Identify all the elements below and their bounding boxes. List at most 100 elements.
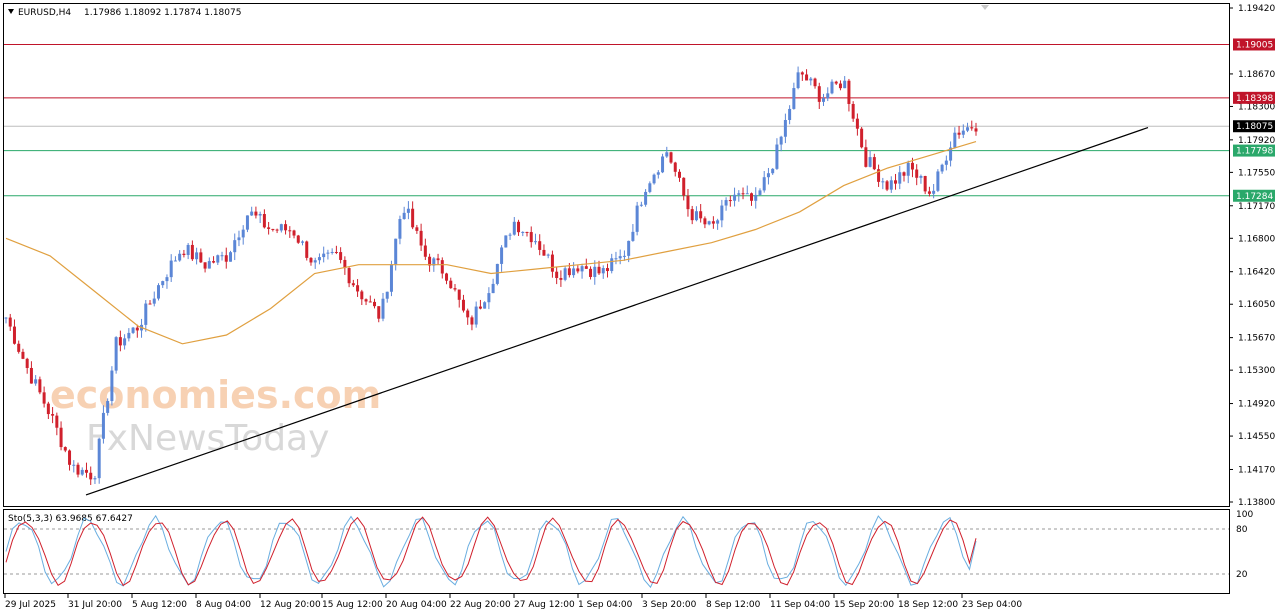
bull-candle	[593, 266, 597, 277]
bear-candle	[860, 128, 864, 148]
price-tick-label: 1.19420	[1238, 4, 1275, 14]
bear-candle	[927, 191, 931, 194]
bear-candle	[542, 249, 546, 256]
price-tag-label: 1.17284	[1236, 192, 1273, 202]
bull-candle	[546, 254, 550, 256]
price-tick-label: 1.17550	[1238, 168, 1275, 178]
bull-candle	[402, 212, 406, 220]
bull-candle	[779, 136, 783, 145]
bear-candle	[42, 392, 46, 404]
bear-candle	[415, 227, 419, 231]
bull-candle	[241, 229, 245, 238]
bull-candle	[953, 132, 957, 148]
price-tick-label: 1.13800	[1238, 498, 1275, 508]
bear-candle	[576, 268, 580, 272]
bull-candle	[533, 241, 537, 243]
bear-candle	[555, 271, 559, 278]
price-tick-label: 1.18300	[1238, 102, 1275, 112]
bull-candle	[512, 221, 516, 235]
bull-candle	[474, 306, 478, 325]
bull-candle	[279, 224, 283, 231]
bear-candle	[148, 303, 152, 305]
bull-candle	[381, 298, 385, 319]
bear-candle	[305, 241, 309, 258]
price-tick-label: 1.14170	[1238, 465, 1275, 475]
bear-candle	[449, 280, 453, 289]
bull-candle	[758, 190, 762, 195]
bear-candle	[76, 464, 80, 475]
bear-candle	[478, 306, 482, 309]
price-tag-label: 1.18398	[1236, 94, 1273, 104]
time-tick-label: 3 Sep 20:00	[642, 600, 697, 610]
bear-candle	[567, 268, 571, 276]
bear-candle	[29, 367, 33, 384]
bull-candle	[788, 108, 792, 121]
bear-candle	[605, 268, 609, 272]
bear-candle	[894, 180, 898, 184]
time-tick-label: 22 Aug 20:00	[450, 600, 511, 610]
shift-marker-icon[interactable]	[981, 5, 989, 10]
bear-candle	[296, 235, 300, 243]
bull-candle	[936, 171, 940, 191]
bear-candle	[63, 447, 67, 451]
bull-candle	[830, 81, 834, 94]
bear-candle	[800, 72, 804, 75]
candles	[4, 66, 978, 485]
bear-candle	[957, 132, 961, 135]
bull-candle	[34, 379, 38, 384]
bull-candle	[152, 298, 156, 304]
bull-candle	[317, 257, 321, 261]
bear-candle	[267, 227, 271, 229]
time-tick-label: 15 Sep 20:00	[834, 600, 894, 610]
main-plot-frame	[3, 3, 1230, 507]
bear-candle	[834, 81, 838, 84]
bull-candle	[250, 211, 254, 216]
bull-candle	[720, 205, 724, 221]
bear-candle	[970, 127, 974, 129]
bull-candle	[178, 253, 182, 261]
bull-candle	[843, 80, 847, 89]
bull-candle	[822, 98, 826, 102]
bull-candle	[220, 255, 224, 257]
bear-candle	[21, 351, 25, 359]
bull-candle	[944, 160, 948, 165]
watermark-economies: economies.com	[50, 373, 381, 417]
bear-candle	[339, 252, 343, 260]
price-tag-support	[1233, 144, 1275, 157]
bull-candle	[639, 204, 643, 206]
time-tick-label: 23 Sep 04:00	[962, 600, 1022, 610]
bull-candle	[724, 200, 728, 206]
bear-candle	[466, 310, 470, 318]
price-tag-support	[1233, 189, 1275, 202]
bear-candle	[453, 288, 457, 290]
stoch-tick-label: 80	[1236, 525, 1248, 535]
bear-candle	[309, 257, 313, 263]
bear-candle	[212, 261, 216, 263]
bull-candle	[216, 255, 220, 263]
trendline-group[interactable]	[85, 126, 1149, 496]
bear-candle	[525, 231, 529, 233]
bull-candle	[601, 268, 605, 274]
bull-candle	[385, 291, 389, 299]
price-tag-label: 1.17798	[1236, 147, 1273, 157]
bull-candle	[635, 205, 639, 232]
stoch-signal-line	[5, 516, 977, 587]
price-tick-label: 1.18670	[1238, 70, 1275, 80]
time-tick-label: 31 Jul 20:00	[68, 600, 122, 610]
bull-candle	[580, 266, 584, 272]
menu-triangle-icon[interactable]	[8, 9, 14, 14]
bear-candle	[974, 128, 978, 132]
bear-candle	[851, 103, 855, 119]
bull-candle	[161, 281, 165, 286]
bull-candle	[156, 285, 160, 299]
bull-candle	[165, 277, 169, 282]
bull-candle	[521, 231, 525, 233]
bear-candle	[517, 221, 521, 233]
bear-candle	[334, 251, 338, 253]
bear-candle	[669, 152, 673, 163]
bull-candle	[614, 258, 618, 260]
price-tick-label: 1.14550	[1238, 432, 1275, 442]
bear-candle	[377, 306, 381, 319]
bear-candle	[428, 256, 432, 266]
